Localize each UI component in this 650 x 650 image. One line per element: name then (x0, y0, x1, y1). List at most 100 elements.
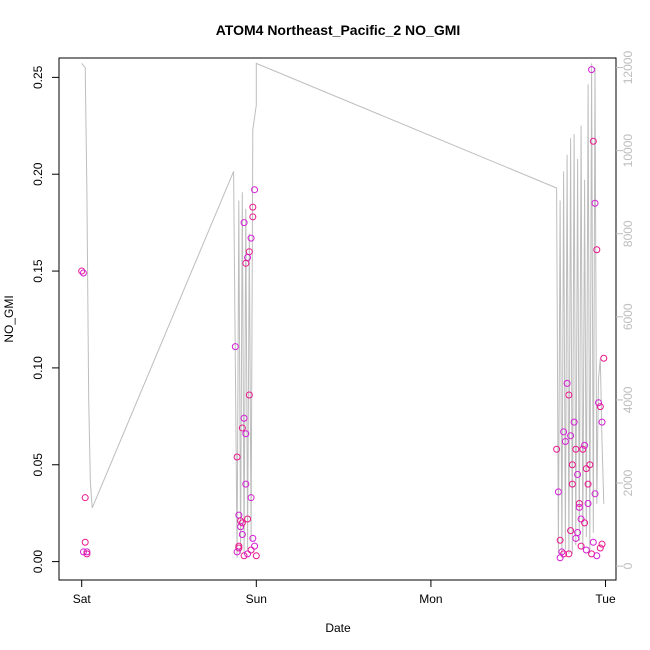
y-left-tick-label-3: 0.15 (31, 259, 45, 283)
data-point-56 (586, 461, 594, 469)
data-point-37 (249, 534, 257, 542)
x-tick-label-0: Sat (73, 592, 92, 606)
data-point-3 (79, 548, 87, 556)
y-right-tick-label-2: 4000 (621, 386, 635, 413)
no-gmi-points-series (78, 66, 608, 562)
y-right-axis: 0 2000 4000 6000 8000 10000 12000 (616, 51, 635, 569)
data-point-20 (249, 213, 257, 221)
data-point-55 (584, 499, 592, 507)
data-point-83 (591, 490, 599, 498)
right-axis-line (81, 62, 605, 558)
data-point-38 (553, 445, 561, 453)
data-point-34 (247, 546, 255, 554)
data-point-35 (251, 542, 259, 550)
y-left-tick-label-1: 0.05 (31, 453, 45, 477)
data-point-42 (560, 550, 568, 558)
data-point-58 (589, 137, 597, 145)
data-point-6 (83, 550, 91, 558)
data-point-4 (81, 538, 89, 546)
data-point-27 (240, 219, 248, 227)
data-point-73 (556, 554, 564, 562)
y-left-axis: 0.00 0.05 0.10 0.15 0.20 0.25 (31, 65, 60, 573)
chart-title: ATOM4 Northeast_Pacific_2 NO_GMI (216, 22, 461, 38)
data-point-77 (589, 538, 597, 546)
data-point-39 (554, 488, 562, 496)
data-point-76 (581, 519, 589, 527)
data-point-44 (565, 391, 573, 399)
data-point-19 (247, 494, 255, 502)
data-point-71 (593, 552, 601, 560)
x-axis-label: Date (325, 621, 351, 635)
data-point-54 (582, 465, 590, 473)
data-point-15 (242, 480, 250, 488)
data-point-30 (235, 544, 243, 552)
y-left-tick-label-5: 0.25 (31, 65, 45, 89)
data-point-81 (575, 503, 583, 511)
data-point-14 (238, 424, 246, 432)
data-point-28 (238, 519, 246, 527)
y-right-tick-label-1: 2000 (621, 469, 635, 496)
data-point-2 (81, 494, 89, 502)
data-point-68 (577, 542, 585, 550)
data-point-43 (563, 379, 571, 387)
y-right-tick-label-0: 0 (621, 562, 635, 569)
data-point-11 (238, 530, 246, 538)
data-point-1 (79, 269, 87, 277)
data-point-61 (595, 399, 603, 407)
data-point-53 (581, 441, 589, 449)
data-point-8 (233, 453, 241, 461)
data-point-50 (575, 499, 583, 507)
data-point-16 (244, 515, 252, 523)
data-point-79 (560, 428, 568, 436)
data-point-45 (567, 432, 575, 440)
data-point-66 (567, 527, 575, 535)
y-right-tick-label-6: 12000 (621, 51, 635, 85)
data-point-78 (596, 544, 604, 552)
data-point-17 (242, 430, 250, 438)
data-point-57 (588, 66, 596, 74)
data-point-13 (240, 414, 248, 422)
data-point-52 (579, 445, 587, 453)
y-left-tick-label-2: 0.10 (31, 356, 45, 380)
data-point-72 (598, 540, 606, 548)
data-point-59 (591, 199, 599, 207)
data-point-74 (565, 550, 573, 558)
data-point-49 (574, 470, 582, 478)
data-point-22 (249, 203, 257, 211)
data-point-60 (593, 246, 601, 254)
x-tick-label-1: Sun (246, 592, 267, 606)
x-axis: Sat Sun Mon Tue (73, 579, 616, 606)
data-point-48 (572, 445, 580, 453)
x-tick-label-3: Tue (595, 592, 616, 606)
data-point-5 (83, 548, 91, 556)
data-point-7 (231, 343, 239, 351)
data-point-21 (251, 186, 259, 194)
data-point-75 (574, 529, 582, 537)
data-point-80 (568, 461, 576, 469)
y-right-tick-label-3: 6000 (621, 303, 635, 330)
data-point-63 (598, 418, 606, 426)
data-point-36 (252, 552, 260, 560)
data-point-46 (568, 480, 576, 488)
data-point-65 (561, 438, 569, 446)
data-point-40 (556, 536, 564, 544)
data-point-23 (247, 234, 255, 242)
x-tick-label-2: Mon (419, 592, 442, 606)
plot-frame (58, 57, 617, 581)
y-left-tick-label-4: 0.20 (31, 162, 45, 186)
data-point-64 (600, 354, 608, 362)
y-right-tick-label-5: 10000 (621, 134, 635, 168)
data-point-26 (242, 259, 250, 267)
data-point-31 (233, 548, 241, 556)
data-point-69 (582, 546, 590, 554)
data-point-47 (570, 418, 578, 426)
data-point-18 (245, 391, 253, 399)
y-right-tick-label-4: 8000 (621, 220, 635, 247)
y-axis-label: NO_GMI (2, 295, 16, 342)
right-axis-line-series (81, 62, 605, 558)
data-point-0 (78, 267, 86, 275)
data-point-62 (596, 403, 604, 411)
data-point-82 (584, 480, 592, 488)
data-point-29 (237, 523, 245, 531)
